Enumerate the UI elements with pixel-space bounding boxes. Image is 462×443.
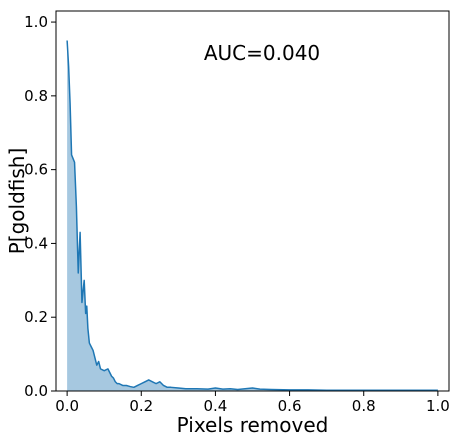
auc-annotation: AUC=0.040 [204,41,320,65]
plot-frame [55,10,450,392]
y-axis-ticks: 0.0 0.2 0.4 0.6 0.8 1.0 [24,13,56,400]
x-tick-label: 0.2 [129,397,153,415]
y-axis-title: P[goldfish] [5,148,29,255]
y-tick-label: 0.6 [24,161,48,179]
x-tick-label: 1.0 [426,397,450,415]
x-tick-label: 0.0 [55,397,79,415]
x-axis-title: Pixels removed [177,413,329,437]
plot-area [66,40,438,392]
y-tick-label: 0.4 [24,234,48,252]
series-line [66,40,438,392]
y-tick-label: 0.8 [24,87,48,105]
x-tick-label: 0.6 [278,397,302,415]
y-tick-label: 0.2 [24,308,48,326]
x-tick-label: 0.8 [352,397,376,415]
y-tick-label: 1.0 [24,13,48,31]
x-axis-ticks: 0.0 0.2 0.4 0.6 0.8 1.0 [55,391,450,415]
x-tick-label: 0.4 [203,397,227,415]
y-tick-label: 0.0 [24,382,48,400]
